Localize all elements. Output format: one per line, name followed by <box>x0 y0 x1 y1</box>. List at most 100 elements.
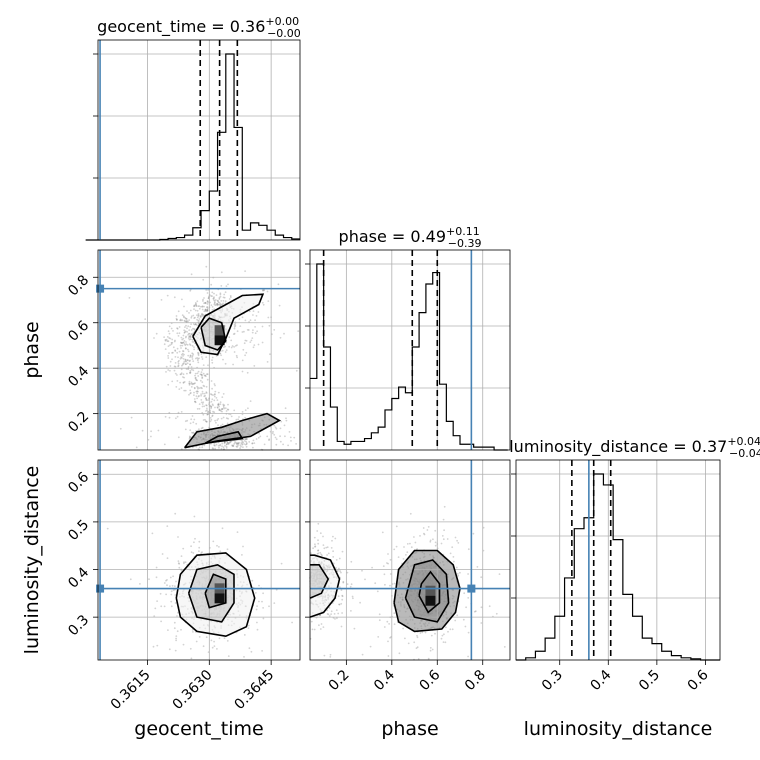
sample-point <box>191 358 194 360</box>
sample-point <box>224 444 226 447</box>
sample-point <box>453 560 455 563</box>
sample-point <box>201 305 204 308</box>
sample-point <box>203 395 206 398</box>
sample-point <box>242 441 245 444</box>
sample-point <box>291 621 293 624</box>
sample-point <box>206 309 209 312</box>
sample-point <box>163 336 166 338</box>
sample-point <box>382 565 385 567</box>
histogram-phase <box>310 263 508 451</box>
sample-point <box>192 431 195 434</box>
sample-point <box>195 303 197 306</box>
sample-point <box>191 356 194 358</box>
sample-point <box>191 344 194 347</box>
sample-point <box>180 368 183 371</box>
sample-point <box>198 540 201 543</box>
sample-point <box>186 319 188 322</box>
sample-point <box>316 553 319 555</box>
sample-point <box>350 583 353 586</box>
sample-point <box>188 360 191 363</box>
sample-point <box>467 597 470 599</box>
sample-point <box>188 329 191 331</box>
sample-point <box>456 539 458 542</box>
sample-point <box>190 323 193 325</box>
sample-point <box>271 432 274 435</box>
sample-point <box>197 351 199 354</box>
sample-point <box>205 265 208 268</box>
sample-point <box>194 323 197 325</box>
sample-point <box>202 384 205 387</box>
sample-point <box>190 382 193 385</box>
sample-point <box>219 352 221 355</box>
sample-point <box>197 315 200 317</box>
sample-point <box>338 567 340 570</box>
sample-point <box>342 581 345 584</box>
sample-point <box>180 411 183 413</box>
sample-point <box>169 365 172 367</box>
sample-point <box>193 541 195 544</box>
sample-point <box>233 443 236 445</box>
sample-point <box>197 312 200 315</box>
sample-point <box>224 441 226 444</box>
sample-point <box>228 298 231 300</box>
sample-point <box>201 405 204 408</box>
sample-point <box>171 341 174 344</box>
sample-point <box>414 541 417 544</box>
sample-point <box>160 299 163 301</box>
sample-point <box>189 369 192 372</box>
sample-point <box>204 302 207 305</box>
sample-point <box>389 573 392 575</box>
sample-point <box>184 331 186 334</box>
sample-point <box>212 394 214 396</box>
x-axis-label-geocent_time: geocent_time <box>134 718 263 740</box>
sample-point <box>204 302 207 304</box>
sample-point <box>184 420 187 423</box>
sample-point <box>215 421 217 424</box>
sample-point <box>263 289 265 291</box>
sample-point <box>188 338 191 341</box>
sample-point <box>194 376 197 379</box>
sample-point <box>169 337 172 340</box>
sample-point <box>193 391 195 394</box>
sample-point <box>416 548 418 550</box>
sample-point <box>183 562 185 565</box>
density-peak-block <box>214 335 225 346</box>
sample-point <box>317 539 319 542</box>
sample-point <box>191 629 194 631</box>
sample-point <box>165 371 167 373</box>
sample-point <box>217 403 220 406</box>
sample-point <box>312 547 314 550</box>
sample-point <box>222 403 225 406</box>
sample-point <box>183 319 186 322</box>
sample-point <box>185 359 187 361</box>
sample-point <box>233 409 236 412</box>
sample-point <box>332 562 335 565</box>
sample-point <box>180 373 183 376</box>
sample-point <box>187 325 190 328</box>
sample-point <box>180 356 183 358</box>
x-tick-label-phase: 0.2 <box>326 667 353 694</box>
sample-point <box>313 536 316 539</box>
sample-point <box>330 613 332 615</box>
sample-point <box>233 326 236 328</box>
sample-point <box>173 340 176 343</box>
sample-point <box>202 392 204 395</box>
sample-point <box>179 373 182 376</box>
sample-point <box>353 627 356 630</box>
sample-point <box>250 339 253 342</box>
sample-point <box>182 643 185 646</box>
y-tick-label-phase: 0.4 <box>65 363 92 390</box>
sample-point <box>209 411 212 413</box>
sample-point <box>241 370 244 373</box>
sample-point <box>217 418 220 420</box>
sample-point <box>442 518 445 521</box>
sample-point <box>193 382 196 385</box>
sample-point <box>128 297 131 299</box>
sample-point <box>389 636 391 639</box>
sample-point <box>200 373 203 376</box>
sample-point <box>218 446 220 449</box>
sample-point <box>187 320 189 323</box>
sample-point <box>214 299 217 301</box>
sample-point <box>192 341 195 343</box>
